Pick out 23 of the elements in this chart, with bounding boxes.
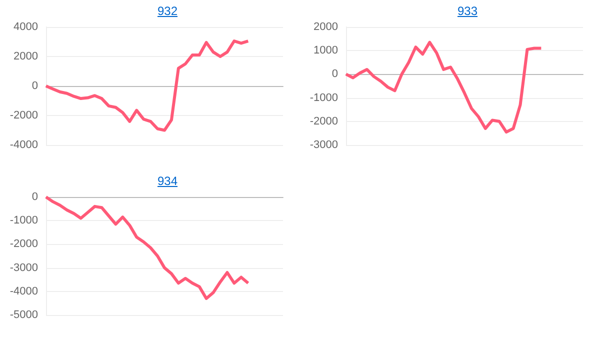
line-series	[344, 40, 543, 134]
line-series	[44, 40, 250, 132]
y-tick-label: -1000	[310, 92, 338, 104]
y-tick-label: 2000	[314, 21, 338, 33]
y-tick-label: 0	[32, 80, 38, 92]
y-tick-label: -4000	[10, 139, 38, 151]
line-series	[44, 196, 250, 300]
y-tick-label: -4000	[10, 285, 38, 298]
y-tick-label: -5000	[10, 309, 38, 321]
y-tick-label: 1000	[314, 44, 338, 57]
y-tick-label: -2000	[10, 110, 38, 122]
y-tick-label: 2000	[14, 50, 38, 62]
y-tick-label: 4000	[14, 21, 38, 33]
chart-title: 933	[457, 4, 478, 18]
y-tick-label: 0	[332, 68, 338, 80]
y-tick-label: -1000	[10, 214, 38, 227]
y-tick-label: -3000	[310, 139, 338, 151]
y-tick-label: 0	[32, 191, 38, 203]
y-tick-label: -2000	[310, 115, 338, 128]
y-tick-label: -3000	[10, 262, 38, 274]
chart-title: 934	[157, 174, 178, 188]
y-tick-label: -2000	[10, 238, 38, 250]
chart-title: 932	[157, 4, 178, 18]
